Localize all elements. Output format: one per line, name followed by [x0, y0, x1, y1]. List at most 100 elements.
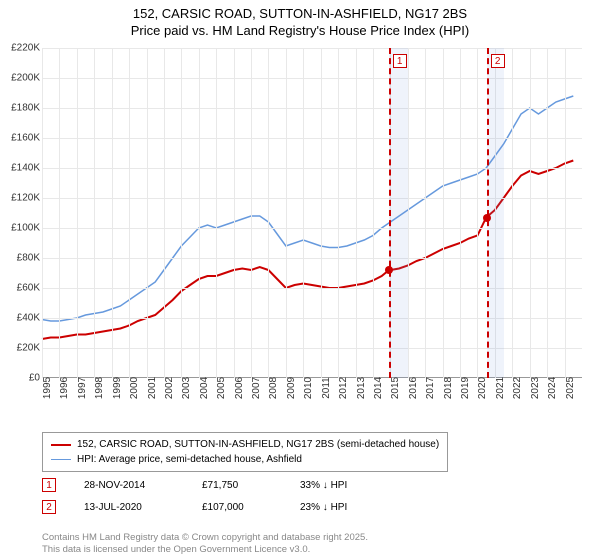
- x-tick-label: 2005: [216, 377, 227, 399]
- legend-item: HPI: Average price, semi-detached house,…: [51, 452, 439, 467]
- x-tick-label: 2010: [303, 377, 314, 399]
- x-tick-label: 2002: [164, 377, 175, 399]
- sale-date: 13-JUL-2020: [84, 502, 174, 513]
- x-gridline: [42, 48, 43, 378]
- x-gridline: [77, 48, 78, 378]
- legend-item: 152, CARSIC ROAD, SUTTON-IN-ASHFIELD, NG…: [51, 437, 439, 452]
- plot-region: £0£20K£40K£60K£80K£100K£120K£140K£160K£1…: [42, 48, 582, 378]
- x-gridline: [425, 48, 426, 378]
- x-gridline: [460, 48, 461, 378]
- x-gridline: [373, 48, 374, 378]
- x-gridline: [268, 48, 269, 378]
- x-gridline: [338, 48, 339, 378]
- sale-row: 2 13-JUL-2020 £107,000 23% ↓ HPI: [42, 500, 347, 514]
- shade-region: [389, 48, 408, 378]
- legend-swatch: [51, 444, 71, 446]
- x-tick-label: 2001: [147, 377, 158, 399]
- y-tick-label: £140K: [0, 163, 40, 174]
- x-tick-label: 2007: [251, 377, 262, 399]
- x-gridline: [565, 48, 566, 378]
- x-gridline: [181, 48, 182, 378]
- y-tick-label: £20K: [0, 343, 40, 354]
- x-tick-label: 1998: [94, 377, 105, 399]
- y-tick-label: £40K: [0, 313, 40, 324]
- footer-line1: Contains HM Land Registry data © Crown c…: [42, 532, 368, 543]
- sale-delta: 23% ↓ HPI: [300, 502, 347, 513]
- x-tick-label: 2004: [199, 377, 210, 399]
- x-tick-label: 2003: [181, 377, 192, 399]
- sale-num: 2: [42, 500, 56, 514]
- sale-price: £107,000: [202, 502, 272, 513]
- x-tick-label: 2014: [373, 377, 384, 399]
- x-gridline: [530, 48, 531, 378]
- sale-delta: 33% ↓ HPI: [300, 480, 347, 491]
- x-tick-label: 1996: [59, 377, 70, 399]
- sale-point: [385, 266, 393, 274]
- sale-num: 1: [42, 478, 56, 492]
- y-tick-label: £220K: [0, 43, 40, 54]
- chart-area: £0£20K£40K£60K£80K£100K£120K£140K£160K£1…: [42, 48, 582, 398]
- x-gridline: [443, 48, 444, 378]
- x-tick-label: 2016: [408, 377, 419, 399]
- x-tick-label: 2006: [234, 377, 245, 399]
- x-tick-label: 2024: [547, 377, 558, 399]
- shade-region: [487, 48, 504, 378]
- y-tick-label: £0: [0, 373, 40, 384]
- marker-line: [389, 48, 391, 378]
- x-tick-label: 2013: [356, 377, 367, 399]
- x-gridline: [164, 48, 165, 378]
- marker-label: 2: [491, 54, 505, 68]
- y-tick-label: £100K: [0, 223, 40, 234]
- x-tick-label: 2015: [390, 377, 401, 399]
- x-gridline: [303, 48, 304, 378]
- x-tick-label: 2012: [338, 377, 349, 399]
- x-gridline: [408, 48, 409, 378]
- sale-price: £71,750: [202, 480, 272, 491]
- x-tick-label: 2022: [512, 377, 523, 399]
- sale-date: 28-NOV-2014: [84, 480, 174, 491]
- x-gridline: [547, 48, 548, 378]
- x-gridline: [234, 48, 235, 378]
- x-gridline: [112, 48, 113, 378]
- y-tick-label: £180K: [0, 103, 40, 114]
- title-line2: Price paid vs. HM Land Registry's House …: [131, 23, 469, 38]
- x-gridline: [59, 48, 60, 378]
- legend-label: 152, CARSIC ROAD, SUTTON-IN-ASHFIELD, NG…: [77, 437, 439, 452]
- x-gridline: [147, 48, 148, 378]
- legend-label: HPI: Average price, semi-detached house,…: [77, 452, 302, 467]
- x-gridline: [94, 48, 95, 378]
- x-tick-label: 2025: [565, 377, 576, 399]
- x-tick-label: 2011: [321, 377, 332, 399]
- x-tick-label: 2019: [460, 377, 471, 399]
- x-tick-label: 1999: [112, 377, 123, 399]
- sale-row: 1 28-NOV-2014 £71,750 33% ↓ HPI: [42, 478, 347, 492]
- sale-point: [483, 214, 491, 222]
- x-gridline: [251, 48, 252, 378]
- x-gridline: [199, 48, 200, 378]
- x-tick-label: 2020: [477, 377, 488, 399]
- y-tick-label: £80K: [0, 253, 40, 264]
- title-line1: 152, CARSIC ROAD, SUTTON-IN-ASHFIELD, NG…: [133, 6, 467, 21]
- legend-swatch: [51, 459, 71, 460]
- x-gridline: [216, 48, 217, 378]
- x-tick-label: 2018: [443, 377, 454, 399]
- y-tick-label: £160K: [0, 133, 40, 144]
- y-tick-label: £120K: [0, 193, 40, 204]
- footer-line2: This data is licensed under the Open Gov…: [42, 544, 310, 555]
- chart-title: 152, CARSIC ROAD, SUTTON-IN-ASHFIELD, NG…: [0, 0, 600, 40]
- x-gridline: [321, 48, 322, 378]
- x-tick-label: 2017: [425, 377, 436, 399]
- x-tick-label: 2000: [129, 377, 140, 399]
- x-gridline: [356, 48, 357, 378]
- x-tick-label: 1995: [42, 377, 53, 399]
- x-tick-label: 2009: [286, 377, 297, 399]
- x-gridline: [477, 48, 478, 378]
- marker-label: 1: [393, 54, 407, 68]
- legend: 152, CARSIC ROAD, SUTTON-IN-ASHFIELD, NG…: [42, 432, 448, 472]
- x-tick-label: 2021: [495, 377, 506, 399]
- x-gridline: [512, 48, 513, 378]
- y-tick-label: £200K: [0, 73, 40, 84]
- x-tick-label: 2008: [268, 377, 279, 399]
- x-tick-label: 2023: [530, 377, 541, 399]
- footer: Contains HM Land Registry data © Crown c…: [42, 532, 368, 557]
